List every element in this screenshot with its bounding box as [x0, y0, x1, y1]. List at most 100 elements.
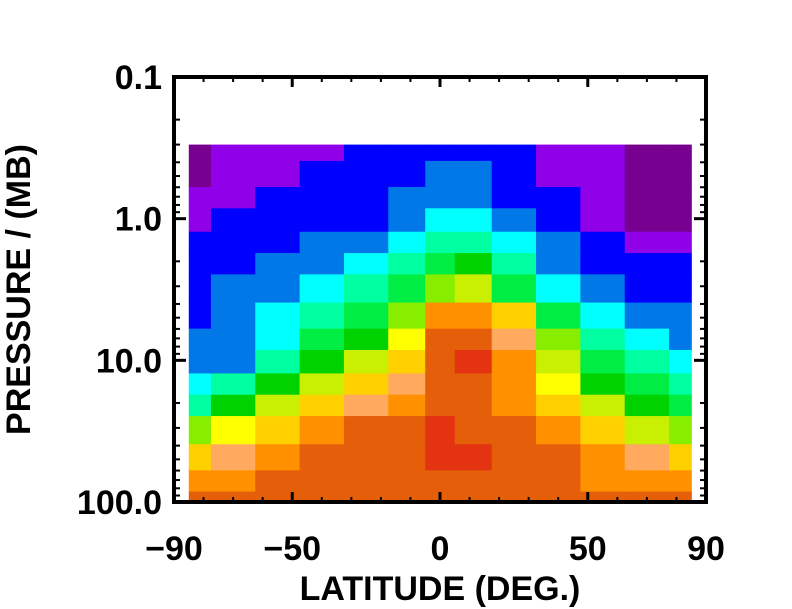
contour-cell: [188, 491, 212, 503]
contour-fill-layer: [188, 144, 692, 503]
contour-cell: [669, 301, 692, 329]
contour-cell: [425, 469, 456, 492]
contour-cell: [624, 160, 670, 187]
contour-cell: [299, 273, 345, 303]
contour-cell: [255, 186, 301, 209]
contour-cell: [343, 394, 389, 417]
contour-cell: [425, 144, 456, 161]
contour-cell: [255, 231, 301, 254]
contour-cell: [299, 144, 345, 161]
contour-cell: [255, 469, 301, 492]
contour-cell: [454, 415, 493, 445]
contour-cell: [491, 372, 537, 395]
contour-cell: [454, 349, 493, 374]
contour-cell: [669, 144, 692, 161]
contour-cell: [188, 394, 212, 417]
contour-cell: [580, 144, 626, 161]
contour-cell: [255, 144, 301, 161]
contour-cell: [425, 372, 456, 395]
contour-cell: [343, 328, 389, 350]
contour-cell: [580, 491, 626, 503]
contour-cell: [454, 160, 493, 187]
contour-cell: [536, 415, 581, 445]
x-tick-label: −50: [263, 530, 321, 568]
contour-cell: [299, 301, 345, 329]
contour-cell: [580, 328, 626, 350]
contour-cell: [580, 207, 626, 232]
contour-cell: [491, 144, 537, 161]
contour-cell: [580, 349, 626, 374]
contour-cell: [388, 207, 426, 232]
contour-cell: [536, 328, 581, 350]
contour-cell: [299, 252, 345, 275]
contour-cell: [299, 207, 345, 232]
contour-cell: [580, 186, 626, 209]
contour-cell: [255, 252, 301, 275]
contour-cell: [536, 469, 581, 492]
contour-cell: [425, 394, 456, 417]
x-tick-label: 50: [569, 530, 607, 568]
contour-cell: [454, 273, 493, 303]
contour-cell: [210, 252, 256, 275]
contour-cell: [454, 328, 493, 350]
contour-cell: [210, 394, 256, 417]
contour-cell: [580, 443, 626, 471]
contour-cell: [388, 301, 426, 329]
contour-cell: [454, 207, 493, 232]
contour-cell: [388, 491, 426, 503]
contour-cell: [669, 443, 692, 471]
contour-cell: [388, 328, 426, 350]
contour-cell: [425, 349, 456, 374]
contour-cell: [491, 160, 537, 187]
contour-cell: [188, 443, 212, 471]
tick-labels: −90 −50 0 50 90 0.1 1.0 10.0 100.0: [77, 59, 725, 568]
contour-cell: [188, 415, 212, 445]
contour-cell: [624, 144, 670, 161]
x-axis-label: LATITUDE (DEG.): [300, 570, 581, 608]
contour-cell: [624, 252, 670, 275]
contour-cell: [388, 144, 426, 161]
contour-cell: [299, 415, 345, 445]
contour-cell: [669, 372, 692, 395]
contour-cell: [255, 301, 301, 329]
contour-cell: [188, 301, 212, 329]
contour-cell: [188, 349, 212, 374]
contour-cell: [580, 273, 626, 303]
contour-cell: [299, 231, 345, 254]
y-tick-label: 100.0: [77, 484, 162, 522]
contour-cell: [425, 443, 456, 471]
contour-cell: [580, 160, 626, 187]
contour-cell: [454, 491, 493, 503]
contour-cell: [580, 252, 626, 275]
contour-cell: [210, 301, 256, 329]
contour-cell: [536, 160, 581, 187]
contour-cell: [388, 186, 426, 209]
contour-cell: [624, 349, 670, 374]
contour-cell: [343, 207, 389, 232]
contour-cell: [388, 273, 426, 303]
contour-cell: [425, 207, 456, 232]
contour-cell: [388, 231, 426, 254]
contour-cell: [624, 328, 670, 350]
contour-cell: [624, 491, 670, 503]
contour-cell: [299, 349, 345, 374]
contour-cell: [343, 273, 389, 303]
contour-cell: [188, 160, 212, 187]
contour-cell: [669, 273, 692, 303]
contour-cell: [624, 372, 670, 395]
y-tick-label: 0.1: [115, 59, 162, 97]
contour-cell: [343, 349, 389, 374]
contour-cell: [669, 160, 692, 187]
contour-cell: [669, 415, 692, 445]
contour-cell: [536, 144, 581, 161]
contour-cell: [669, 186, 692, 209]
contour-cell: [580, 231, 626, 254]
contour-cell: [210, 207, 256, 232]
contour-cell: [210, 372, 256, 395]
contour-cell: [580, 469, 626, 492]
contour-cell: [210, 186, 256, 209]
contour-cell: [343, 372, 389, 395]
contour-cell: [669, 349, 692, 374]
contour-cell: [210, 328, 256, 350]
contour-cell: [425, 415, 456, 445]
